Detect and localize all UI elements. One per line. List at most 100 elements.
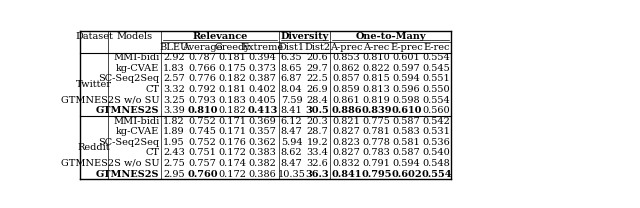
- Text: 22.5: 22.5: [307, 74, 328, 83]
- Text: Diversity: Diversity: [280, 32, 329, 41]
- Text: 8.47: 8.47: [281, 127, 303, 136]
- Text: 0.176: 0.176: [218, 138, 246, 147]
- Text: 0.601: 0.601: [393, 53, 420, 62]
- Text: 0.787: 0.787: [189, 53, 216, 62]
- Text: 0.596: 0.596: [393, 85, 420, 94]
- Text: 0.597: 0.597: [393, 64, 420, 73]
- Text: 0.540: 0.540: [423, 149, 451, 157]
- Text: 0.182: 0.182: [218, 106, 246, 115]
- Text: 2.75: 2.75: [163, 159, 185, 168]
- Text: 0.405: 0.405: [249, 95, 276, 105]
- Text: A-rec: A-rec: [364, 43, 390, 52]
- Text: Relevance: Relevance: [193, 32, 248, 41]
- Text: 0.841: 0.841: [331, 170, 362, 179]
- Text: BLEU: BLEU: [159, 43, 189, 52]
- Text: 3.39: 3.39: [163, 106, 185, 115]
- Text: 0.594: 0.594: [393, 74, 420, 83]
- Text: 0.853: 0.853: [332, 53, 360, 62]
- Text: 0.174: 0.174: [218, 159, 246, 168]
- Text: 0.819: 0.819: [363, 95, 390, 105]
- Text: 0.861: 0.861: [332, 95, 360, 105]
- Text: SC-Seq2Seq: SC-Seq2Seq: [98, 138, 159, 147]
- Text: 2.43: 2.43: [163, 149, 185, 157]
- Text: 20.6: 20.6: [307, 53, 328, 62]
- Text: 0.550: 0.550: [423, 85, 451, 94]
- Text: 6.35: 6.35: [281, 53, 302, 62]
- Text: One-to-Many: One-to-Many: [355, 32, 426, 41]
- Text: Reddit: Reddit: [77, 143, 110, 152]
- Text: Dist1: Dist1: [278, 43, 305, 52]
- Text: 0.594: 0.594: [393, 159, 420, 168]
- Text: 0.602: 0.602: [391, 170, 422, 179]
- Text: 20.3: 20.3: [307, 117, 328, 126]
- Text: Average: Average: [182, 43, 223, 52]
- Text: 7.59: 7.59: [281, 95, 302, 105]
- Text: 0.172: 0.172: [218, 149, 246, 157]
- Text: CT: CT: [145, 149, 159, 157]
- Text: 0.857: 0.857: [332, 74, 360, 83]
- Text: GTMNES2S: GTMNES2S: [96, 106, 159, 115]
- Text: Dist2: Dist2: [304, 43, 330, 52]
- Text: Twitter: Twitter: [76, 80, 112, 89]
- Text: 33.4: 33.4: [307, 149, 328, 157]
- Text: Extreme: Extreme: [241, 43, 284, 52]
- Text: Greedy: Greedy: [214, 43, 250, 52]
- Text: 0.766: 0.766: [189, 64, 216, 73]
- Text: E-rec: E-rec: [424, 43, 450, 52]
- Text: 2.92: 2.92: [163, 53, 185, 62]
- Text: 0.171: 0.171: [218, 127, 246, 136]
- Text: 0.383: 0.383: [248, 149, 276, 157]
- Text: 36.3: 36.3: [305, 170, 329, 179]
- Text: 1.95: 1.95: [163, 138, 185, 147]
- Text: 26.9: 26.9: [307, 85, 328, 94]
- Text: 0.548: 0.548: [423, 159, 451, 168]
- Text: 8.41: 8.41: [281, 106, 303, 115]
- Text: 0.823: 0.823: [332, 138, 360, 147]
- Text: 10.35: 10.35: [278, 170, 305, 179]
- Text: 0.181: 0.181: [218, 53, 246, 62]
- Text: 6.12: 6.12: [281, 117, 303, 126]
- Text: 0.783: 0.783: [363, 149, 390, 157]
- Text: 0.387: 0.387: [248, 74, 276, 83]
- Text: 0.792: 0.792: [189, 85, 216, 94]
- Text: 0.822: 0.822: [363, 64, 390, 73]
- Text: 0.531: 0.531: [422, 127, 451, 136]
- Text: 0.583: 0.583: [393, 127, 420, 136]
- Text: 0.795: 0.795: [362, 170, 392, 179]
- Text: 0.587: 0.587: [393, 117, 420, 126]
- Text: 0.587: 0.587: [393, 149, 420, 157]
- Text: 1.89: 1.89: [163, 127, 185, 136]
- Text: MMI-bidi: MMI-bidi: [113, 53, 159, 62]
- Text: 0.793: 0.793: [189, 95, 216, 105]
- Text: 0.839: 0.839: [362, 106, 392, 115]
- Text: 0.815: 0.815: [363, 74, 390, 83]
- Text: SC-Seq2Seq: SC-Seq2Seq: [98, 74, 159, 83]
- Text: 0.171: 0.171: [218, 117, 246, 126]
- Text: 1.83: 1.83: [163, 64, 185, 73]
- Text: 0.598: 0.598: [393, 95, 420, 105]
- Text: GTMNES2S w/o SU: GTMNES2S w/o SU: [61, 95, 159, 105]
- Text: 0.745: 0.745: [189, 127, 216, 136]
- Text: 0.827: 0.827: [332, 149, 360, 157]
- Text: 0.560: 0.560: [423, 106, 451, 115]
- Text: 8.04: 8.04: [281, 85, 302, 94]
- Text: 0.778: 0.778: [363, 138, 390, 147]
- Text: 19.2: 19.2: [307, 138, 328, 147]
- Text: 0.581: 0.581: [393, 138, 420, 147]
- Text: 0.382: 0.382: [248, 159, 276, 168]
- Text: A-prec: A-prec: [330, 43, 363, 52]
- Text: 0.413: 0.413: [247, 106, 278, 115]
- Text: 0.536: 0.536: [423, 138, 451, 147]
- Text: 0.181: 0.181: [218, 85, 246, 94]
- Text: 8.62: 8.62: [281, 149, 302, 157]
- Text: 0.183: 0.183: [218, 95, 246, 105]
- Text: 3.25: 3.25: [163, 95, 185, 105]
- Text: 0.402: 0.402: [248, 85, 276, 94]
- Text: Models: Models: [116, 32, 152, 41]
- Text: 8.65: 8.65: [281, 64, 302, 73]
- Text: 29.7: 29.7: [307, 64, 328, 73]
- Text: 0.781: 0.781: [363, 127, 390, 136]
- Text: 0.175: 0.175: [218, 64, 246, 73]
- Text: 0.791: 0.791: [363, 159, 390, 168]
- Text: 0.832: 0.832: [332, 159, 360, 168]
